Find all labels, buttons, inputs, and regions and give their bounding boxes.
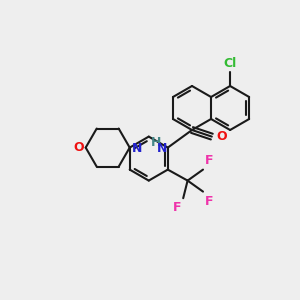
Text: O: O [73, 141, 84, 154]
Text: N: N [132, 142, 142, 155]
Text: O: O [217, 130, 227, 143]
Text: F: F [205, 195, 214, 208]
Text: Cl: Cl [224, 57, 237, 70]
Text: H: H [150, 136, 161, 149]
Text: F: F [205, 154, 214, 166]
Text: F: F [173, 201, 181, 214]
Text: N: N [156, 142, 167, 155]
